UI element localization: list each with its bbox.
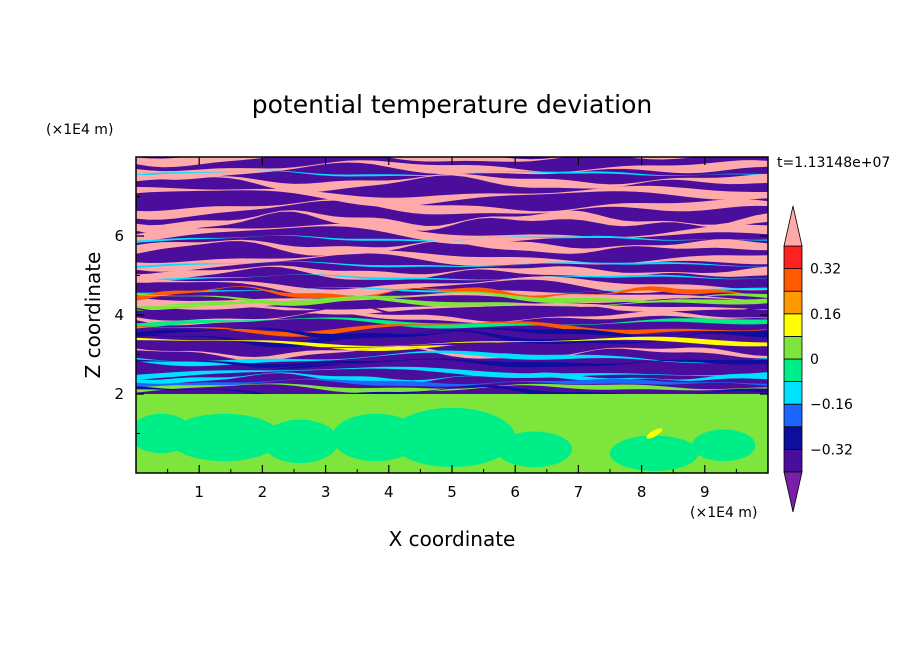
- x-tick-label: 9: [700, 483, 710, 501]
- colorbar-box: [783, 313, 803, 337]
- colorbar-label: −0.32: [810, 442, 853, 458]
- colorbar-box: [783, 358, 803, 383]
- convective-cell: [496, 431, 573, 468]
- contour-band: [136, 303, 768, 315]
- contour-band: [136, 383, 768, 393]
- contour-band: [136, 250, 768, 272]
- contour-band: [136, 366, 768, 380]
- y-tick-label: 2: [114, 385, 124, 403]
- x-tick-label: 8: [637, 483, 647, 501]
- x-tick-label: 5: [447, 483, 457, 501]
- x-tick-label: 4: [384, 483, 394, 501]
- contour-band: [136, 305, 768, 323]
- contour-band: [136, 290, 768, 310]
- colorbar: 0.32 0.16 0 −0.16 −0.32: [783, 205, 853, 513]
- contour-band: [136, 157, 696, 168]
- y-tick-label: 4: [114, 306, 124, 324]
- contour-band: [136, 198, 768, 220]
- y-tick-label: 6: [114, 227, 124, 245]
- x-unit-label: (×1E4 m): [690, 505, 757, 521]
- convective-cell: [136, 413, 193, 454]
- contour-band: [136, 286, 768, 301]
- contour-band: [136, 210, 768, 234]
- convective-cell: [262, 419, 339, 464]
- convective-cell: [610, 435, 699, 472]
- y-unit-label: (×1E4 m): [46, 122, 113, 138]
- contour-band: [136, 317, 768, 329]
- colorbar-box: [783, 426, 803, 450]
- contour-band: [136, 235, 768, 243]
- colorbar-label: −0.16: [810, 397, 853, 413]
- colorbar-box: [783, 381, 803, 405]
- chart-title: potential temperature deviation: [252, 90, 652, 119]
- colorbar-box: [783, 290, 803, 315]
- x-tick-label: 7: [574, 483, 584, 501]
- contour-band: [136, 261, 768, 268]
- x-axis-label: X coordinate: [389, 527, 516, 551]
- x-tick-label: 6: [510, 483, 520, 501]
- y-axis-label: Z coordinate: [81, 252, 105, 379]
- contour-band: [136, 185, 768, 207]
- convective-cell: [692, 429, 756, 462]
- y-axis-ticks: 2 4 6: [114, 196, 768, 434]
- contour-band: [136, 291, 768, 306]
- contour-band: [136, 170, 768, 177]
- colorbar-box: [783, 335, 803, 360]
- contour-band: [136, 363, 768, 374]
- plot-field: [136, 157, 768, 473]
- time-label: t=1.13148e+07: [777, 155, 890, 171]
- x-axis-ticks: 1 2 3 4 5 6 7 8 9: [167, 157, 737, 501]
- colorbar-box: [783, 448, 803, 473]
- contour-band: [136, 160, 768, 180]
- contour-band: [136, 276, 768, 299]
- contour-band: [136, 265, 768, 283]
- contour-band: [136, 310, 768, 326]
- contour-band: [136, 274, 768, 282]
- colorbar-label: 0.32: [810, 262, 841, 278]
- warm-spot: [646, 428, 663, 439]
- contour-band: [136, 350, 768, 367]
- convective-cell: [388, 407, 516, 468]
- colorbar-max-triangle: [783, 205, 803, 247]
- colorbar-box: [783, 268, 803, 292]
- contour-band: [136, 378, 768, 389]
- contour-band: [136, 239, 768, 256]
- contour-band: [136, 372, 768, 385]
- x-tick-label: 2: [258, 483, 268, 501]
- x-tick-label: 1: [194, 483, 204, 501]
- colorbar-label: 0.16: [810, 307, 841, 323]
- colorbar-label: 0: [810, 352, 819, 368]
- colorbar-box: [783, 245, 803, 270]
- convective-cell: [167, 413, 282, 462]
- contour-band: [136, 296, 768, 311]
- colorbar-min-triangle: [783, 471, 803, 513]
- x-tick-label: 3: [321, 483, 331, 501]
- contour-band: [136, 345, 768, 362]
- colorbar-box: [783, 403, 803, 428]
